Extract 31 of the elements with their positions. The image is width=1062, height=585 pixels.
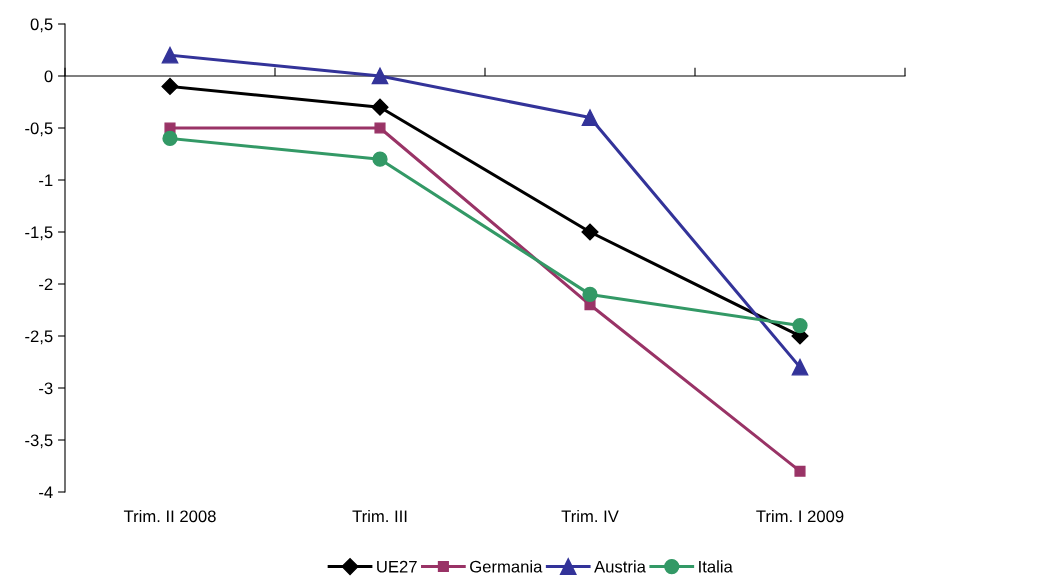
point xyxy=(372,151,388,167)
point xyxy=(161,77,179,95)
y-tick-label: -3 xyxy=(39,382,53,395)
x-tick-label: Trim. III xyxy=(352,509,407,523)
legend-label: UE27 xyxy=(377,560,417,573)
y-tick-label: -1,5 xyxy=(25,226,53,241)
point xyxy=(791,358,809,376)
x-tick-label: Trim. II 2008 xyxy=(123,509,216,523)
point xyxy=(161,46,179,64)
y-tick-label: 0 xyxy=(44,70,53,83)
x-tick-label: Trim. IV xyxy=(561,509,619,523)
y-tick-label: -3,5 xyxy=(25,434,53,449)
y-tick-label: -2 xyxy=(39,278,53,291)
point xyxy=(582,286,598,303)
point xyxy=(374,122,386,134)
point xyxy=(371,67,389,85)
point xyxy=(794,465,806,477)
point xyxy=(371,98,389,116)
y-tick-label: -1 xyxy=(39,174,53,187)
point xyxy=(792,317,808,334)
y-tick-label: -4 xyxy=(39,486,53,499)
y-tick-label: 0,5 xyxy=(30,18,53,33)
point xyxy=(581,223,599,241)
y-tick-label: -2,5 xyxy=(25,330,53,345)
point xyxy=(162,130,178,147)
x-tick-label: Trim. I 2009 xyxy=(756,509,844,523)
y-tick-label: -0,5 xyxy=(25,122,53,137)
point xyxy=(581,109,599,126)
legend-label: Germania xyxy=(470,560,543,573)
legend-label: Austria xyxy=(594,560,646,573)
legend-label: Italia xyxy=(699,560,733,573)
